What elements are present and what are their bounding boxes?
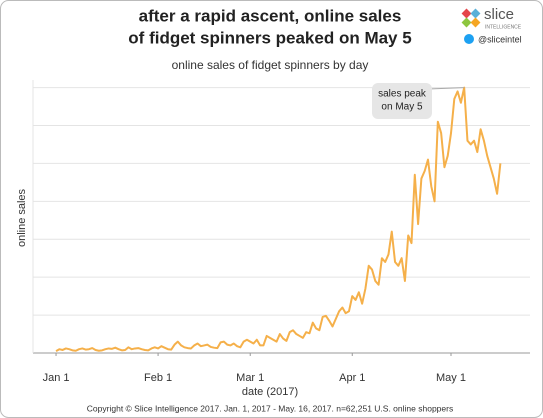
brand-sub: INTELLIGENCE: [485, 24, 522, 30]
x-tick-label: Feb 1: [144, 372, 172, 384]
x-tick-label: Apr 1: [339, 372, 365, 384]
x-tick-label: Jan 1: [43, 372, 70, 384]
annotation-text: on May 5: [381, 102, 423, 113]
x-axis-label: date (2017): [242, 386, 298, 398]
annotation-pointer: [427, 87, 465, 90]
brand: slice: [484, 6, 514, 23]
x-tick-label: Mar 1: [236, 372, 264, 384]
footer: Copyright © Slice Intelligence 2017. Jan…: [87, 403, 453, 413]
annotation-box: [372, 83, 432, 119]
chart-title: of fidget spinners peaked on May 5: [128, 28, 411, 47]
y-axis-label: online sales: [16, 188, 28, 247]
twitter-icon: [464, 34, 474, 44]
annotation: sales peak on May 5: [372, 83, 465, 119]
annotation-text: sales peak: [378, 89, 427, 100]
chart-subtitle: online sales of fidget spinners by day: [172, 58, 369, 72]
plot-area: [33, 80, 530, 353]
chart-title: after a rapid ascent, online sales: [139, 6, 402, 25]
x-tick-label: May 1: [436, 372, 466, 384]
twitter-handle: @sliceintel: [478, 34, 522, 44]
data-line: [55, 86, 502, 352]
